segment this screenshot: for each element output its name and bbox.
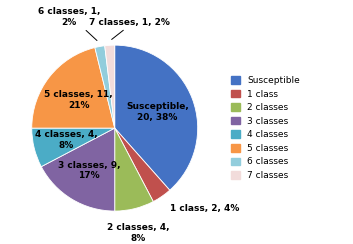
Text: 1 class, 2, 4%: 1 class, 2, 4%: [170, 204, 240, 213]
Wedge shape: [41, 128, 115, 211]
Text: 6 classes, 1,
2%: 6 classes, 1, 2%: [38, 8, 100, 27]
Wedge shape: [95, 46, 115, 128]
Wedge shape: [32, 48, 115, 128]
Text: 2 classes, 4,
8%: 2 classes, 4, 8%: [107, 223, 169, 243]
Text: Susceptible,
20, 38%: Susceptible, 20, 38%: [126, 102, 189, 122]
Legend: Susceptible, 1 class, 2 classes, 3 classes, 4 classes, 5 classes, 6 classes, 7 c: Susceptible, 1 class, 2 classes, 3 class…: [227, 73, 303, 183]
Text: 4 classes, 4,
8%: 4 classes, 4, 8%: [35, 130, 98, 150]
Wedge shape: [32, 128, 115, 167]
Wedge shape: [115, 128, 153, 211]
Text: 3 classes, 9,
17%: 3 classes, 9, 17%: [58, 161, 120, 180]
Wedge shape: [115, 128, 170, 202]
Text: 5 classes, 11,
21%: 5 classes, 11, 21%: [44, 90, 113, 110]
Wedge shape: [105, 45, 115, 128]
Text: 7 classes, 1, 2%: 7 classes, 1, 2%: [89, 18, 170, 27]
Wedge shape: [115, 45, 198, 190]
